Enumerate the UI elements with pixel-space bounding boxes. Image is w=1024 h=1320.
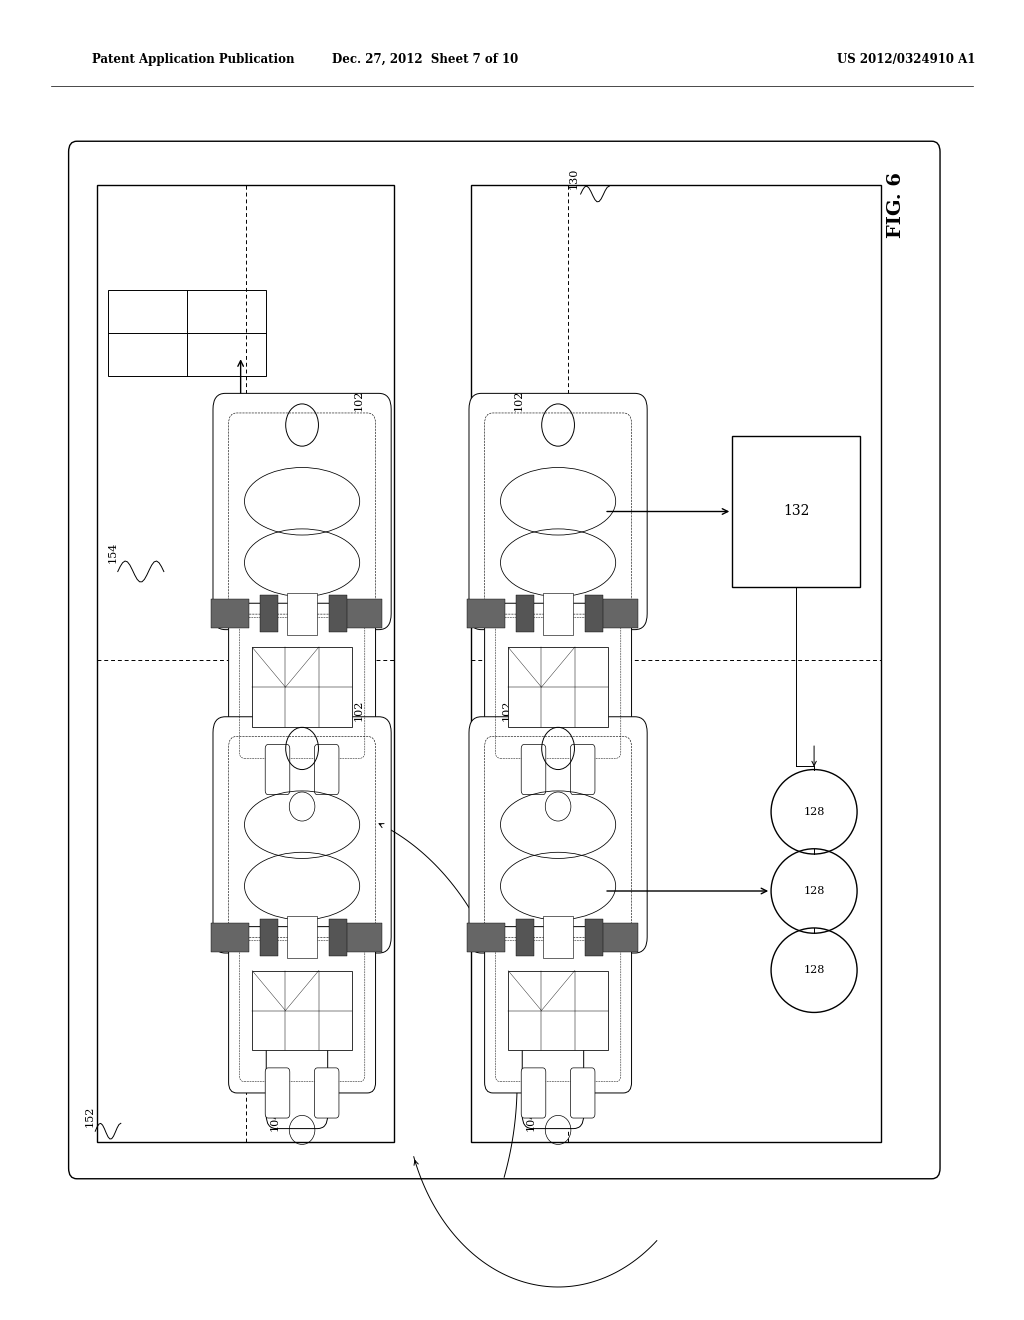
FancyBboxPatch shape [228,927,376,1093]
Text: 128: 128 [804,965,824,975]
Bar [97,185,394,1142]
Bar [252,970,352,1051]
FancyBboxPatch shape [469,393,647,630]
Text: 102: 102 [514,389,524,412]
Bar [344,599,382,628]
Bar [516,919,535,956]
Bar [471,185,881,1142]
Text: 102: 102 [353,389,364,412]
Text: US 2012/0324910 A1: US 2012/0324910 A1 [837,53,976,66]
FancyBboxPatch shape [265,744,290,795]
FancyBboxPatch shape [570,1068,595,1118]
FancyBboxPatch shape [521,744,546,795]
Bar [600,923,638,952]
Bar [508,970,608,1051]
Bar [732,436,860,587]
FancyBboxPatch shape [469,717,647,953]
FancyBboxPatch shape [314,744,339,795]
Bar [467,923,506,952]
Bar [108,290,266,376]
Bar [543,593,573,635]
FancyBboxPatch shape [213,717,391,953]
Bar [329,919,347,956]
FancyBboxPatch shape [522,1030,584,1129]
Text: 128: 128 [804,807,824,817]
Text: 152: 152 [85,1105,95,1127]
Text: 154: 154 [108,541,118,564]
FancyBboxPatch shape [484,927,632,1093]
FancyBboxPatch shape [484,603,632,770]
FancyBboxPatch shape [570,744,595,795]
Bar [329,595,347,632]
Bar [211,599,250,628]
Text: 102: 102 [353,700,364,722]
Bar [585,919,603,956]
Text: FIG. 6: FIG. 6 [887,172,905,238]
Text: 132: 132 [783,504,809,519]
FancyBboxPatch shape [314,1068,339,1118]
Bar [543,916,573,958]
FancyBboxPatch shape [521,1068,546,1118]
Bar [260,919,279,956]
FancyBboxPatch shape [228,603,376,770]
Bar [287,916,317,958]
Bar [252,647,352,727]
Text: Dec. 27, 2012  Sheet 7 of 10: Dec. 27, 2012 Sheet 7 of 10 [332,53,518,66]
FancyBboxPatch shape [265,1068,290,1118]
Text: 104: 104 [269,1109,280,1131]
Bar [211,923,250,952]
Text: 128: 128 [804,886,824,896]
FancyBboxPatch shape [213,393,391,630]
Bar [260,595,279,632]
Bar [508,647,608,727]
Text: 130: 130 [568,168,579,190]
Bar [467,599,506,628]
Bar [585,595,603,632]
FancyBboxPatch shape [266,1030,328,1129]
Text: 102: 102 [502,700,512,722]
Text: 104: 104 [525,1109,536,1131]
Bar [287,593,317,635]
Bar [516,595,535,632]
Bar [344,923,382,952]
Text: Patent Application Publication: Patent Application Publication [92,53,295,66]
Bar [600,599,638,628]
